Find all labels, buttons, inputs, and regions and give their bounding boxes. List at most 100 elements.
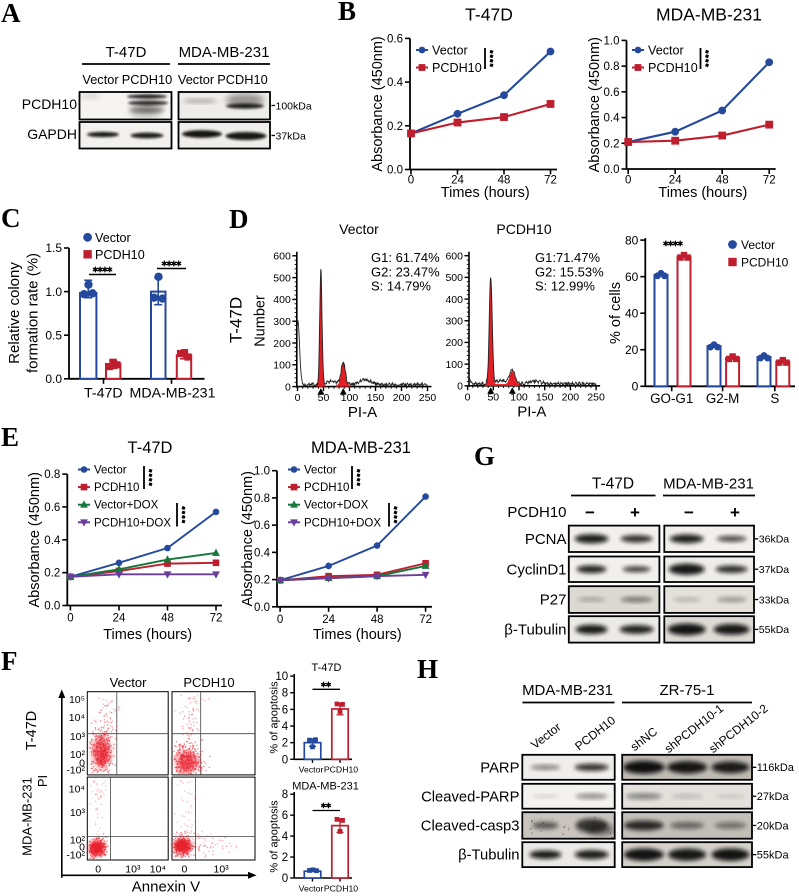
svg-text:10³: 10³ (214, 864, 230, 876)
svg-text:C: C (1, 203, 21, 233)
svg-text:116kDa: 116kDa (757, 762, 795, 774)
svg-text:400: 400 (273, 294, 291, 306)
svg-text:200: 200 (273, 338, 291, 350)
svg-text:80: 80 (625, 233, 639, 247)
svg-text:Vector: Vector (94, 465, 127, 477)
svg-text:2: 2 (282, 852, 288, 864)
svg-text:10⁵: 10⁵ (69, 694, 85, 706)
svg-text:PCDH10: PCDH10 (648, 61, 698, 75)
svg-text:0.0: 0.0 (604, 164, 620, 176)
svg-text:1.0: 1.0 (604, 35, 620, 47)
svg-text:24: 24 (113, 613, 126, 625)
svg-text:0.0: 0.0 (45, 372, 62, 386)
svg-text:Annexin V: Annexin V (132, 879, 200, 896)
svg-text:MDA-MB-231: MDA-MB-231 (522, 682, 613, 699)
svg-text:S: 14.79%: S: 14.79% (371, 279, 431, 294)
svg-text:36kDa: 36kDa (759, 534, 790, 546)
svg-text:72: 72 (210, 613, 223, 625)
svg-text:72: 72 (544, 175, 557, 187)
svg-text:-10²: -10² (66, 849, 85, 861)
svg-text:200: 200 (562, 391, 580, 403)
svg-text:37kDa: 37kDa (276, 131, 307, 143)
svg-text:150: 150 (367, 392, 385, 404)
svg-text:0.8: 0.8 (44, 469, 60, 481)
svg-text:10³: 10³ (70, 731, 86, 743)
svg-text:400: 400 (445, 294, 463, 306)
svg-text:S: S (770, 391, 779, 406)
svg-text:% of apoptosis: % of apoptosis (269, 800, 281, 873)
svg-text:Absorbance (450nm): Absorbance (450nm) (370, 36, 386, 171)
svg-text:10³: 10³ (125, 864, 141, 876)
svg-text:+: + (630, 503, 640, 522)
svg-text:10²: 10² (70, 749, 86, 761)
svg-text:E: E (1, 422, 19, 452)
svg-text:0.4: 0.4 (254, 547, 271, 559)
svg-text:48: 48 (161, 613, 174, 625)
svg-text:300: 300 (445, 316, 463, 328)
svg-text:H: H (417, 654, 438, 684)
svg-text:B: B (338, 0, 356, 26)
svg-text:Absorbance (450nm): Absorbance (450nm) (240, 471, 256, 606)
svg-text:0: 0 (457, 381, 463, 393)
svg-text:10⁴: 10⁴ (69, 784, 85, 796)
svg-text:100: 100 (341, 392, 359, 404)
svg-text:−: − (684, 503, 694, 522)
svg-text:PI: PI (35, 775, 50, 787)
svg-text:10³: 10³ (70, 807, 86, 819)
svg-text:72: 72 (419, 614, 432, 626)
svg-text:MDA-MB-231: MDA-MB-231 (20, 777, 35, 856)
svg-text:PI-A: PI-A (517, 403, 546, 420)
svg-text:0.6: 0.6 (387, 33, 403, 45)
svg-text:Absorbance (450nm): Absorbance (450nm) (587, 37, 603, 172)
svg-text:0.6: 0.6 (254, 520, 270, 532)
svg-text:0.8: 0.8 (254, 493, 270, 505)
svg-text:T-47D: T-47D (106, 44, 147, 61)
svg-text:24: 24 (669, 175, 682, 187)
svg-text:6: 6 (282, 704, 288, 716)
svg-text:G2: 15.53%: G2: 15.53% (535, 264, 604, 279)
svg-text:PCDH10: PCDH10 (507, 504, 566, 521)
svg-text:MDA-MB-231: MDA-MB-231 (663, 476, 754, 493)
svg-text:formation rate (%): formation rate (%) (25, 253, 42, 373)
svg-text:50: 50 (487, 391, 499, 403)
svg-text:0: 0 (282, 754, 288, 766)
svg-text:PCDH10: PCDH10 (22, 96, 77, 112)
svg-text:Vector: Vector (299, 764, 324, 774)
svg-text:Vector: Vector (95, 231, 131, 245)
svg-text:0.2: 0.2 (254, 575, 270, 587)
svg-text:Vector: Vector (178, 72, 215, 87)
svg-text:Cleaved-PARP: Cleaved-PARP (421, 789, 520, 805)
svg-text:+: + (730, 503, 740, 522)
svg-text:10²: 10² (70, 834, 86, 846)
svg-text:Vector: Vector (741, 238, 775, 252)
svg-text:S: 12.99%: S: 12.99% (535, 279, 595, 294)
svg-text:PCDH10: PCDH10 (432, 61, 482, 75)
svg-text:0.6: 0.6 (44, 502, 60, 514)
svg-text:600: 600 (273, 251, 291, 263)
svg-text:2: 2 (282, 738, 288, 750)
svg-text:10⁴: 10⁴ (150, 864, 166, 876)
svg-text:0: 0 (181, 864, 187, 876)
svg-text:0: 0 (408, 175, 414, 187)
svg-text:PCDH10: PCDH10 (304, 482, 349, 494)
svg-text:600: 600 (445, 251, 463, 263)
svg-text:100: 100 (510, 391, 528, 403)
svg-text:150: 150 (536, 391, 554, 403)
svg-text:Times (hours): Times (hours) (441, 185, 530, 201)
svg-text:PCDH10: PCDH10 (183, 675, 234, 690)
svg-text:0.2: 0.2 (604, 138, 620, 150)
svg-text:−: − (585, 503, 595, 522)
svg-text:PCDH10: PCDH10 (324, 764, 358, 774)
svg-text:GAPDH: GAPDH (27, 126, 77, 142)
svg-text:GO-G1: GO-G1 (650, 391, 693, 406)
svg-text:0.0: 0.0 (44, 601, 60, 613)
svg-text:CyclinD1: CyclinD1 (506, 561, 566, 578)
svg-text:4: 4 (282, 721, 289, 733)
svg-text:0.0: 0.0 (254, 602, 270, 614)
svg-text:G2: 23.47%: G2: 23.47% (371, 264, 440, 279)
svg-text:Vector: Vector (304, 465, 337, 477)
svg-text:MDA-MB-231: MDA-MB-231 (311, 439, 411, 457)
svg-text:60: 60 (625, 270, 639, 284)
svg-text:0.4: 0.4 (387, 77, 404, 89)
svg-text:PCDH10+DOX: PCDH10+DOX (94, 517, 171, 529)
